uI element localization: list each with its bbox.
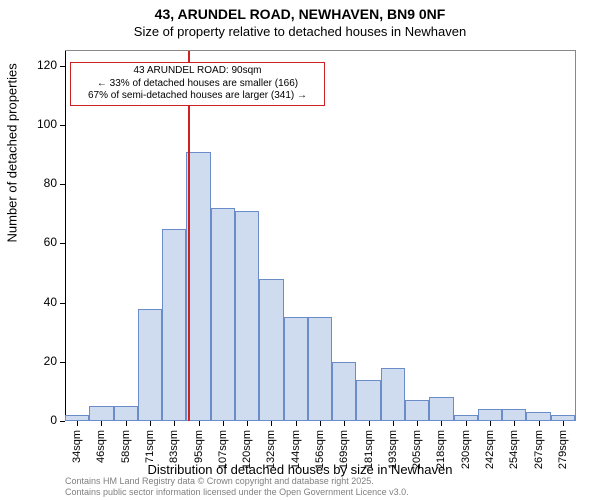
footer-credits: Contains HM Land Registry data © Crown c…	[65, 476, 409, 497]
x-tick	[150, 421, 151, 426]
x-tick	[320, 421, 321, 426]
x-tick	[296, 421, 297, 426]
x-tick	[563, 421, 564, 426]
y-tick	[60, 243, 65, 244]
x-tick	[514, 421, 515, 426]
x-tick	[174, 421, 175, 426]
x-tick-label: 169sqm	[338, 430, 350, 480]
x-tick	[223, 421, 224, 426]
reference-line	[188, 51, 190, 421]
histogram-bar	[114, 406, 138, 421]
x-tick	[369, 421, 370, 426]
x-tick	[539, 421, 540, 426]
x-tick-label: 218sqm	[435, 430, 447, 480]
histogram-bar	[332, 362, 356, 421]
y-tick	[60, 362, 65, 363]
y-tick	[60, 303, 65, 304]
histogram-bar	[211, 208, 235, 421]
y-tick-label: 0	[50, 413, 57, 427]
x-tick	[344, 421, 345, 426]
x-tick-label: 58sqm	[120, 430, 132, 480]
x-tick-label: 205sqm	[411, 430, 423, 480]
y-tick	[60, 66, 65, 67]
histogram-bar	[502, 409, 526, 421]
y-tick	[60, 125, 65, 126]
x-tick-label: 181sqm	[363, 430, 375, 480]
chart-area	[65, 50, 576, 421]
annotation-line: ← 33% of detached houses are smaller (16…	[75, 78, 320, 91]
histogram-bar	[235, 211, 259, 421]
x-tick	[466, 421, 467, 426]
x-tick-label: 144sqm	[290, 430, 302, 480]
histogram-bar	[138, 309, 162, 421]
x-tick-label: 83sqm	[168, 430, 180, 480]
x-tick-label: 95sqm	[193, 430, 205, 480]
histogram-bar	[405, 400, 429, 421]
chart-subtitle: Size of property relative to detached ho…	[0, 24, 600, 39]
y-tick	[60, 421, 65, 422]
x-tick-label: 34sqm	[71, 430, 83, 480]
histogram-bar	[89, 406, 113, 421]
histogram-bar	[308, 317, 332, 421]
x-tick	[247, 421, 248, 426]
x-tick	[199, 421, 200, 426]
y-tick-label: 20	[44, 354, 57, 368]
x-tick	[490, 421, 491, 426]
histogram-bar	[284, 317, 308, 421]
x-tick	[441, 421, 442, 426]
x-tick-label: 279sqm	[557, 430, 569, 480]
x-tick	[271, 421, 272, 426]
x-tick-label: 242sqm	[484, 430, 496, 480]
histogram-bar	[259, 279, 283, 421]
x-tick-label: 254sqm	[508, 430, 520, 480]
x-tick	[77, 421, 78, 426]
footer-line-1: Contains HM Land Registry data © Crown c…	[65, 476, 409, 486]
y-tick-label: 60	[44, 235, 57, 249]
histogram-bar	[356, 380, 380, 421]
footer-line-2: Contains public sector information licen…	[65, 487, 409, 497]
x-tick-label: 46sqm	[95, 430, 107, 480]
x-tick-label: 230sqm	[460, 430, 472, 480]
y-tick-label: 40	[44, 295, 57, 309]
y-tick	[60, 184, 65, 185]
plot-area	[65, 51, 575, 421]
histogram-bar	[429, 397, 453, 421]
chart-container: 43, ARUNDEL ROAD, NEWHAVEN, BN9 0NF Size…	[0, 0, 600, 500]
x-tick	[417, 421, 418, 426]
y-axis-label: Number of detached properties	[5, 63, 20, 242]
x-tick	[101, 421, 102, 426]
histogram-bar	[186, 152, 210, 421]
y-tick-label: 120	[37, 58, 57, 72]
x-tick-label: 156sqm	[314, 430, 326, 480]
y-tick-label: 100	[37, 117, 57, 131]
histogram-bar	[162, 229, 186, 421]
annotation-line: 67% of semi-detached houses are larger (…	[75, 90, 320, 103]
annotation-line: 43 ARUNDEL ROAD: 90sqm	[75, 65, 320, 78]
chart-title: 43, ARUNDEL ROAD, NEWHAVEN, BN9 0NF	[0, 6, 600, 22]
x-tick-label: 71sqm	[144, 430, 156, 480]
histogram-bar	[381, 368, 405, 421]
y-tick-label: 80	[44, 176, 57, 190]
x-tick-label: 120sqm	[241, 430, 253, 480]
x-tick-label: 107sqm	[217, 430, 229, 480]
x-tick-label: 193sqm	[387, 430, 399, 480]
x-tick-label: 132sqm	[265, 430, 277, 480]
histogram-bar	[478, 409, 502, 421]
histogram-bar	[526, 412, 550, 421]
x-tick	[393, 421, 394, 426]
x-tick	[126, 421, 127, 426]
annotation-box: 43 ARUNDEL ROAD: 90sqm← 33% of detached …	[70, 62, 325, 106]
x-tick-label: 267sqm	[533, 430, 545, 480]
